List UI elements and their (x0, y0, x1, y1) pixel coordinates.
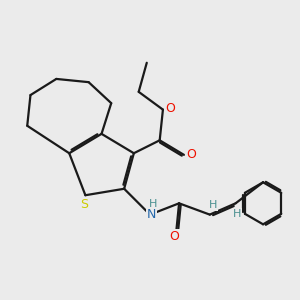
Text: O: O (165, 103, 175, 116)
Text: N: N (147, 208, 156, 221)
Text: O: O (186, 148, 196, 161)
Text: H: H (209, 200, 217, 210)
Text: O: O (169, 230, 179, 243)
Text: H: H (233, 208, 242, 219)
Text: H: H (148, 199, 157, 209)
Text: S: S (80, 198, 88, 211)
